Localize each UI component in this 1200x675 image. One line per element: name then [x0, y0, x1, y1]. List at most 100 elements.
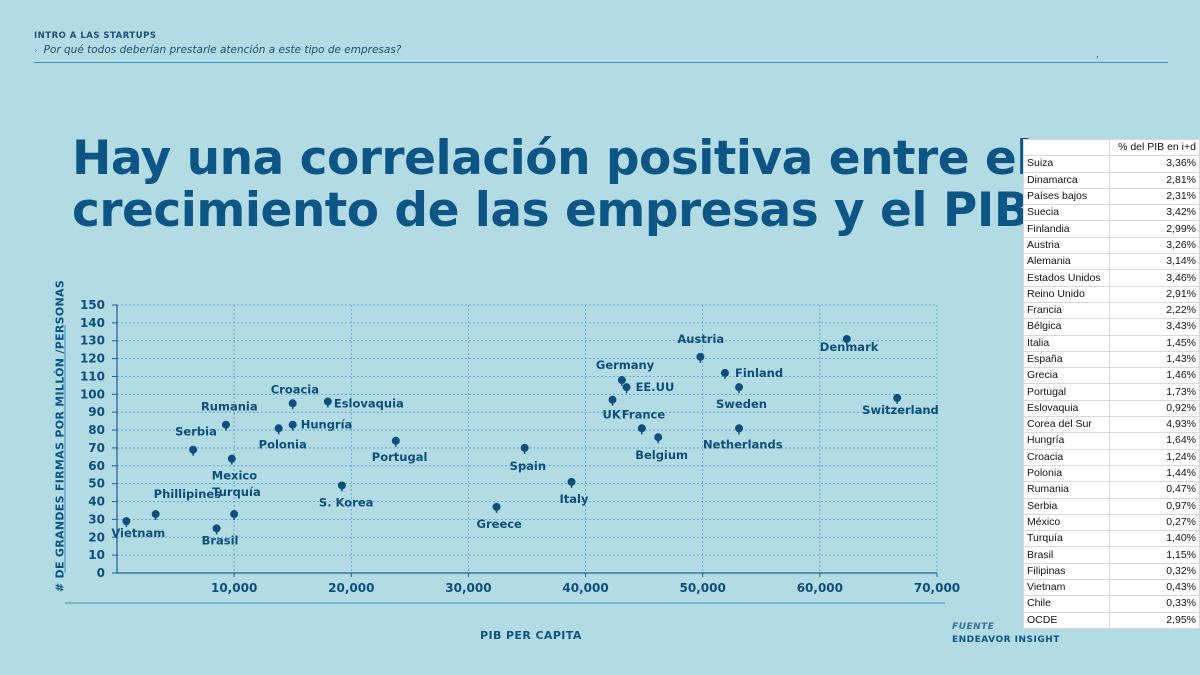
chevron-right-icon: › — [34, 46, 38, 56]
data-points: Vietnam Phillipines Brasil Turquía Serbia Mex… — [111, 332, 938, 548]
x-tick-label: 10,000 — [211, 581, 257, 595]
grid-lines — [117, 304, 938, 573]
section-kicker: INTRO A LAS STARTUPS — [34, 31, 157, 41]
rd-country-cell: Croacia — [1023, 448, 1110, 466]
rd-country-cell: Vietnam — [1023, 579, 1110, 597]
x-tick-label: 70,000 — [914, 581, 960, 595]
point-label: Greece — [477, 517, 523, 531]
y-tick-label: 140 — [80, 316, 105, 330]
rd-value-cell: 0,32% — [1108, 562, 1200, 581]
table-row: Bélgica 3,43% — [1023, 318, 1200, 336]
table-row: Eslovaquia 0,92% — [1023, 399, 1200, 418]
point-marker — [735, 424, 744, 433]
rd-value-cell: 1,15% — [1108, 546, 1200, 564]
rd-value-cell: 0,27% — [1108, 513, 1200, 532]
rd-country-cell: Suecia — [1023, 204, 1110, 222]
point-label: Serbia — [175, 425, 217, 439]
rd-country-cell: Austria — [1023, 236, 1110, 255]
header-tick-mark: , — [1096, 50, 1099, 59]
point-label: Spain — [510, 459, 546, 473]
rd-value-cell: 1,46% — [1108, 367, 1200, 385]
table-row: Grecia 1,46% — [1023, 367, 1200, 385]
point-marker — [274, 424, 283, 433]
rd-value-cell: 1,64% — [1108, 432, 1200, 450]
point-marker — [391, 436, 400, 445]
rd-country-cell: Francia — [1023, 301, 1110, 320]
point-marker — [323, 397, 332, 406]
rd-value-cell: 1,44% — [1108, 464, 1200, 483]
table-row: Dinamarca 2,81% — [1023, 171, 1200, 189]
rd-country-cell: Hungría — [1023, 432, 1110, 450]
source-label: FUENTE — [952, 622, 995, 632]
data-point: EE.UU — [622, 380, 674, 394]
x-tick-label: 60,000 — [797, 581, 843, 595]
point-label: Sweden — [716, 397, 767, 411]
rd-value-cell: 3,36% — [1108, 155, 1200, 173]
rd-value-cell: 1,73% — [1108, 383, 1200, 401]
point-label: Italy — [560, 492, 589, 506]
rd-country-cell: Suiza — [1023, 155, 1110, 173]
table-row: España 1,43% — [1023, 350, 1200, 369]
table-row: Países bajos 2,31% — [1023, 187, 1200, 206]
axes: 0 10 20 30 40 50 60 70 80 90 100 110 120 130 140 150 10,… — [64, 298, 960, 604]
y-tick-label: 0 — [97, 566, 105, 580]
point-marker — [608, 395, 617, 404]
rd-value-cell: 4,93% — [1108, 416, 1200, 434]
point-label: Phillipines — [154, 487, 222, 501]
y-tick-label: 90 — [88, 405, 105, 419]
rd-value-cell: 2,91% — [1108, 285, 1200, 303]
rd-value-cell: 1,43% — [1108, 350, 1200, 369]
rd-table-body: Suiza 3,36% Dinamarca 2,81% Países bajos 2,31… — [1023, 155, 1200, 629]
point-marker — [230, 510, 239, 519]
table-row: Portugal 1,73% — [1023, 383, 1200, 401]
rd-country-cell: Países bajos — [1023, 187, 1110, 206]
table-row: Hungría 1,64% — [1023, 432, 1200, 450]
data-point: Spain — [510, 443, 546, 473]
data-point: Greece — [477, 502, 523, 531]
rd-country-cell: Brasil — [1023, 546, 1110, 564]
header-divider — [34, 62, 1168, 63]
rd-country-cell: OCDE — [1023, 611, 1110, 629]
point-label: Austria — [677, 332, 724, 346]
data-point: Finland — [720, 366, 783, 380]
rd-value-cell: 0,43% — [1108, 579, 1200, 597]
data-point: Hungría — [288, 418, 352, 432]
y-tick-label: 130 — [80, 334, 105, 348]
x-tick-label: 30,000 — [445, 581, 491, 595]
point-marker — [151, 510, 160, 519]
source-value: ENDEAVOR INSIGHT — [952, 635, 1060, 645]
point-label: Switzerland — [862, 403, 939, 417]
rd-value-cell: 2,22% — [1108, 301, 1200, 320]
x-axis-label: PIB PER CAPITA — [480, 629, 582, 642]
data-point: Rumania — [201, 400, 258, 431]
table-row: OCDE 2,95% — [1023, 611, 1200, 629]
point-marker — [189, 445, 198, 454]
table-row: México 0,27% — [1023, 513, 1200, 532]
y-tick-label: 110 — [80, 369, 105, 383]
data-point: Vietnam — [111, 517, 165, 540]
table-row: Alemania 3,14% — [1023, 253, 1200, 271]
rd-value-cell: 1,45% — [1108, 334, 1200, 352]
rd-country-cell: Alemania — [1023, 253, 1110, 271]
table-row: Estados Unidos 3,46% — [1023, 269, 1200, 287]
y-tick-label: 10 — [88, 548, 105, 562]
point-marker — [893, 393, 902, 402]
rd-country-cell: Bélgica — [1023, 318, 1110, 336]
rd-country-cell: Chile — [1023, 595, 1110, 613]
point-marker — [696, 352, 705, 361]
data-point: Belgium — [635, 433, 688, 462]
rd-country-cell: Finlandia — [1023, 220, 1110, 238]
y-tick-label: 150 — [80, 298, 105, 312]
data-point: Italy — [560, 477, 589, 506]
table-row: Austria 3,26% — [1023, 236, 1200, 255]
point-marker — [227, 454, 236, 463]
data-point: Austria — [677, 332, 724, 363]
rd-country-cell: Polonia — [1023, 464, 1110, 483]
rd-table-header-row: % del PIB en i+d — [1023, 138, 1200, 157]
rd-country-cell: Dinamarca — [1023, 171, 1110, 189]
rd-value-cell: 0,33% — [1108, 595, 1200, 613]
rd-value-cell: 3,46% — [1108, 269, 1200, 287]
data-point: S. Korea — [319, 481, 373, 509]
data-point: Serbia — [175, 425, 217, 456]
